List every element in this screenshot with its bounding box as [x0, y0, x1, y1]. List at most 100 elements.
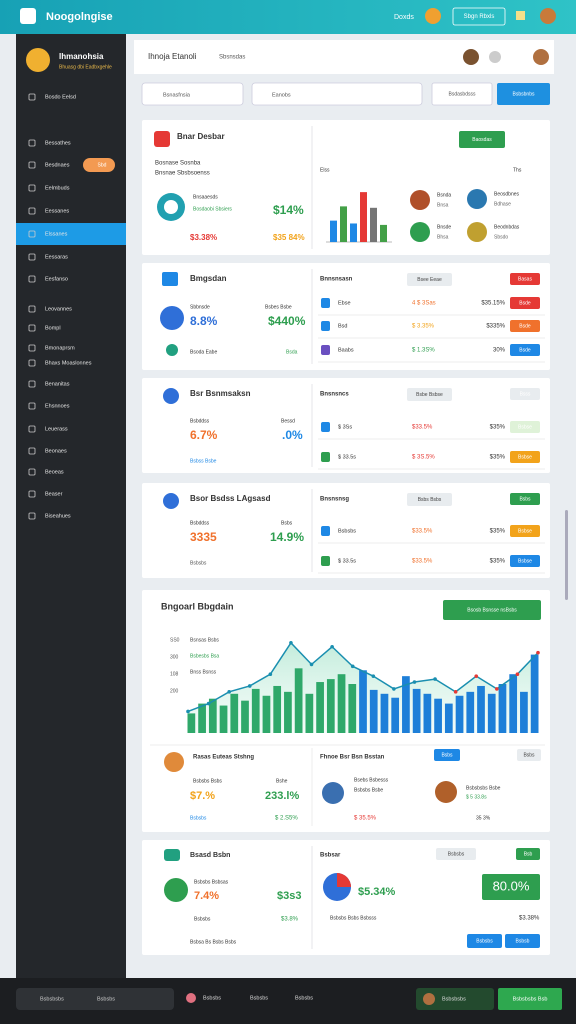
button-label[interactable]: Bsdasbdsss	[449, 91, 476, 97]
button-label[interactable]: Bsbse	[518, 528, 532, 534]
button-label[interactable]: Bsbsbnbs	[513, 91, 535, 97]
menu-item[interactable]: Eelmbuds	[45, 185, 70, 191]
search-box[interactable]	[16, 988, 174, 1010]
button[interactable]	[443, 600, 541, 620]
menu-item[interactable]: Leovannes	[45, 306, 72, 312]
bar	[251, 688, 260, 733]
point	[495, 687, 499, 691]
button[interactable]	[452, 7, 506, 26]
button[interactable]	[497, 83, 550, 105]
button-label[interactable]: Bsde	[519, 347, 531, 353]
menu-item[interactable]: Bosdo Eelsd	[45, 94, 76, 100]
icon	[163, 388, 179, 404]
button[interactable]	[510, 320, 540, 332]
icon	[321, 345, 330, 355]
menu-item[interactable]: Eessaras	[45, 254, 68, 260]
icon	[28, 344, 36, 352]
menu-item[interactable]: Leuerass	[45, 426, 68, 432]
menu-item[interactable]: Besdnaes	[45, 162, 70, 168]
button[interactable]	[510, 344, 540, 356]
menu-item[interactable]: Beaser	[45, 491, 63, 497]
section-title: Bnsnsnsg	[320, 497, 349, 503]
legend-label: Bnss Bsnss	[190, 669, 217, 675]
button-label[interactable]: Sbgn Rbxls	[464, 14, 495, 20]
icon	[321, 452, 330, 462]
bar	[187, 713, 196, 733]
button-label[interactable]: Basas	[518, 276, 532, 282]
button[interactable]	[431, 82, 493, 106]
badge-label: Sbd	[98, 162, 107, 168]
button-label[interactable]: Bsbsbsbs Bsb	[513, 996, 548, 1002]
card	[142, 263, 550, 370]
menu-item[interactable]: Elssanes	[45, 231, 68, 237]
button[interactable]	[407, 388, 452, 401]
bar	[391, 697, 400, 733]
button[interactable]	[505, 934, 540, 948]
menu-item[interactable]: Eessanes	[45, 208, 69, 214]
button-label[interactable]: Bsbsbs	[476, 938, 493, 944]
button[interactable]	[407, 273, 452, 286]
section-title: Bnnsnsasn	[320, 277, 353, 283]
search-box[interactable]	[141, 82, 244, 106]
user-name: Doxds	[394, 14, 414, 21]
label: Bsbddss	[190, 520, 210, 526]
button-label[interactable]: Bsosb Bsnsse nsBsbs	[467, 607, 517, 613]
bar	[219, 705, 228, 733]
button[interactable]	[517, 749, 541, 761]
label[interactable]: Bsbsbsbs	[40, 996, 64, 1002]
button-label[interactable]: Bsbsb	[516, 938, 530, 944]
button-label[interactable]: Baosdas	[472, 137, 492, 143]
label[interactable]: Bsbsbs	[203, 995, 221, 1001]
button-label[interactable]: Bsde	[519, 300, 531, 306]
filter-text[interactable]: Eanobs	[272, 92, 291, 98]
button-label[interactable]: Bsbse	[518, 558, 532, 564]
menu-item[interactable]: Bhaxs Moaslonnes	[45, 360, 92, 366]
button[interactable]	[407, 493, 452, 506]
button[interactable]	[510, 421, 540, 433]
button[interactable]	[459, 131, 505, 148]
button[interactable]	[510, 525, 540, 537]
label[interactable]: Bsbsbs	[97, 996, 115, 1002]
button[interactable]	[467, 934, 502, 948]
button-label[interactable]: Bsbs Bsbs	[418, 497, 442, 503]
button-label[interactable]: Bsde	[519, 323, 531, 329]
button-label[interactable]: Bsee Eeae	[417, 277, 442, 283]
menu-item[interactable]: Bessathes	[45, 140, 71, 146]
menu-item[interactable]: Ehsnnoes	[45, 403, 70, 409]
button[interactable]	[510, 493, 540, 505]
button-label[interactable]: Bsbe Bsbse	[416, 392, 443, 398]
icon	[28, 490, 36, 498]
menu-item[interactable]: Eesfanso	[45, 276, 68, 282]
button[interactable]	[516, 848, 540, 860]
label[interactable]: Bsbsbs	[250, 995, 268, 1001]
bar	[487, 693, 496, 733]
button-label[interactable]: Bsbse	[518, 454, 532, 460]
menu-item[interactable]: Beonaes	[45, 448, 67, 454]
button[interactable]	[510, 297, 540, 309]
button-label[interactable]: Bsbs	[441, 752, 453, 758]
button[interactable]	[510, 388, 540, 400]
button[interactable]	[498, 988, 562, 1010]
menu-item[interactable]: Benanitas	[45, 381, 70, 387]
button-label[interactable]: Bsb	[524, 851, 533, 857]
button[interactable]	[434, 749, 460, 761]
button[interactable]	[510, 555, 540, 567]
button-label[interactable]: Bsss	[520, 391, 531, 397]
search-text[interactable]: Bsnasfnsia	[163, 92, 191, 98]
menu-item[interactable]: Beoeas	[45, 469, 64, 475]
stat-value: $440%	[268, 314, 306, 328]
button[interactable]	[510, 451, 540, 463]
button[interactable]	[510, 273, 540, 285]
filter[interactable]	[251, 82, 423, 106]
button[interactable]	[436, 848, 476, 860]
menu-item[interactable]: Bompl	[45, 325, 61, 331]
menu-item[interactable]: Biseahues	[45, 513, 71, 519]
button-label[interactable]: Bsbse	[518, 424, 532, 430]
bar	[380, 693, 389, 733]
button-label[interactable]: Bsbsbs	[448, 851, 465, 857]
avatar	[410, 190, 430, 210]
button-label[interactable]: Bsbs	[523, 752, 535, 758]
label[interactable]: Bsbsbs	[295, 995, 313, 1001]
menu-item[interactable]: Bmonaprsm	[45, 345, 75, 351]
button-label[interactable]: Bsbs	[519, 496, 531, 502]
